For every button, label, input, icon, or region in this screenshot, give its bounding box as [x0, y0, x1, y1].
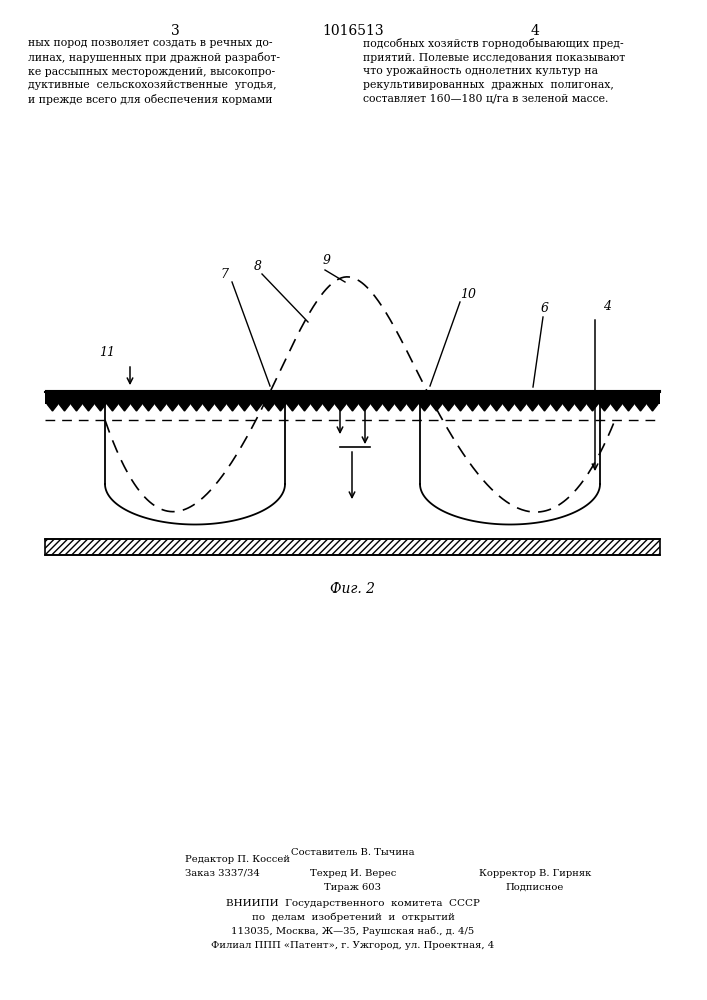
Text: Заказ 3337/34: Заказ 3337/34: [185, 869, 260, 878]
Polygon shape: [143, 404, 154, 411]
Polygon shape: [311, 404, 322, 411]
Polygon shape: [299, 404, 310, 411]
Text: Филиал ППП «Патент», г. Ужгород, ул. Проектная, 4: Филиал ППП «Патент», г. Ужгород, ул. Про…: [211, 941, 495, 950]
Bar: [45, 392, 660, 404]
Text: ВНИИПИ  Государственного  комитета  СССР: ВНИИПИ Государственного комитета СССР: [226, 899, 480, 908]
Polygon shape: [611, 404, 622, 411]
Polygon shape: [263, 404, 274, 411]
Polygon shape: [539, 404, 550, 411]
Polygon shape: [359, 404, 370, 411]
Text: Составитель В. Тычина: Составитель В. Тычина: [291, 848, 415, 857]
Text: 4: 4: [603, 300, 611, 314]
Polygon shape: [647, 404, 658, 411]
Polygon shape: [215, 404, 226, 411]
Polygon shape: [323, 404, 334, 411]
Polygon shape: [275, 404, 286, 411]
Polygon shape: [587, 404, 598, 411]
Polygon shape: [251, 404, 262, 411]
Bar: [45, 539, 660, 555]
Text: Тираж 603: Тираж 603: [325, 883, 382, 892]
Polygon shape: [239, 404, 250, 411]
Polygon shape: [575, 404, 586, 411]
Polygon shape: [635, 404, 646, 411]
Polygon shape: [395, 404, 406, 411]
Polygon shape: [407, 404, 418, 411]
Polygon shape: [167, 404, 178, 411]
Polygon shape: [383, 404, 394, 411]
Polygon shape: [203, 404, 214, 411]
Polygon shape: [623, 404, 634, 411]
Polygon shape: [191, 404, 202, 411]
Polygon shape: [71, 404, 82, 411]
Polygon shape: [371, 404, 382, 411]
Polygon shape: [419, 404, 430, 411]
Text: Корректор В. Гирняк: Корректор В. Гирняк: [479, 869, 591, 878]
Polygon shape: [467, 404, 478, 411]
Polygon shape: [455, 404, 466, 411]
Polygon shape: [527, 404, 538, 411]
Polygon shape: [335, 404, 346, 411]
Polygon shape: [47, 404, 58, 411]
Polygon shape: [503, 404, 514, 411]
Polygon shape: [443, 404, 454, 411]
Text: 6: 6: [541, 302, 549, 314]
Polygon shape: [227, 404, 238, 411]
Polygon shape: [155, 404, 166, 411]
Polygon shape: [479, 404, 490, 411]
Polygon shape: [287, 404, 298, 411]
Text: Подписное: Подписное: [506, 883, 564, 892]
Polygon shape: [83, 404, 94, 411]
Text: 4: 4: [530, 24, 539, 38]
Polygon shape: [131, 404, 142, 411]
Text: 8: 8: [254, 259, 262, 272]
Text: ных пород позволяет создать в речных до-
линах, нарушенных при дражной разработ-: ных пород позволяет создать в речных до-…: [28, 38, 280, 105]
Text: 10: 10: [460, 288, 476, 300]
Text: 1016513: 1016513: [322, 24, 384, 38]
Text: подсобных хозяйств горнодобывающих пред-
приятий. Полевые исследования показываю: подсобных хозяйств горнодобывающих пред-…: [363, 38, 625, 103]
Text: 7: 7: [220, 267, 228, 280]
Text: Фиг. 2: Фиг. 2: [330, 582, 375, 596]
Text: 113035, Москва, Ж—35, Раушская наб., д. 4/5: 113035, Москва, Ж—35, Раушская наб., д. …: [231, 927, 474, 936]
Polygon shape: [515, 404, 526, 411]
Polygon shape: [59, 404, 70, 411]
Polygon shape: [95, 404, 106, 411]
Polygon shape: [551, 404, 562, 411]
Text: по  делам  изобретений  и  открытий: по делам изобретений и открытий: [252, 913, 455, 922]
Text: Редактор П. Коссей: Редактор П. Коссей: [185, 855, 290, 864]
Polygon shape: [431, 404, 442, 411]
Polygon shape: [599, 404, 610, 411]
Polygon shape: [119, 404, 130, 411]
Text: 9: 9: [323, 253, 331, 266]
Polygon shape: [347, 404, 358, 411]
Text: 3: 3: [170, 24, 180, 38]
Polygon shape: [179, 404, 190, 411]
Polygon shape: [491, 404, 502, 411]
Text: 11: 11: [99, 346, 115, 359]
Polygon shape: [563, 404, 574, 411]
Polygon shape: [107, 404, 118, 411]
Text: Техред И. Верес: Техред И. Верес: [310, 869, 396, 878]
